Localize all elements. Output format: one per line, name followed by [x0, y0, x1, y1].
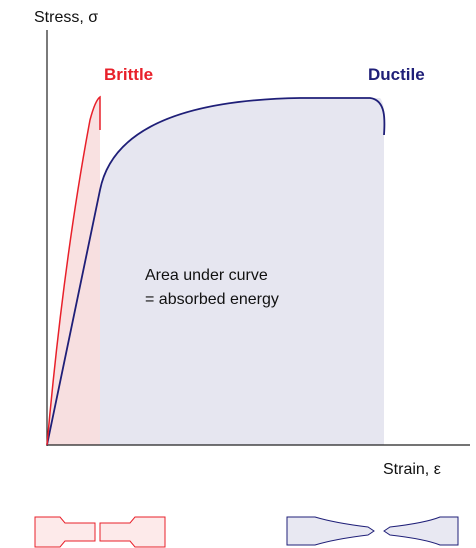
ductile-specimen — [286, 516, 459, 546]
y-axis-label: Stress, σ — [34, 9, 98, 26]
brittle-curve — [46, 95, 101, 446]
brittle-specimen — [34, 516, 166, 548]
annotation-line: Area under curve — [145, 267, 268, 284]
annotation-line: = absorbed energy — [145, 291, 279, 308]
x-axis-label: Strain, ε — [383, 461, 441, 478]
ductile-curve — [46, 97, 386, 446]
brittle-label: Brittle — [104, 65, 153, 84]
ductile-label: Ductile — [368, 65, 425, 84]
brittle-area — [47, 97, 100, 445]
ductile-area — [47, 98, 385, 445]
